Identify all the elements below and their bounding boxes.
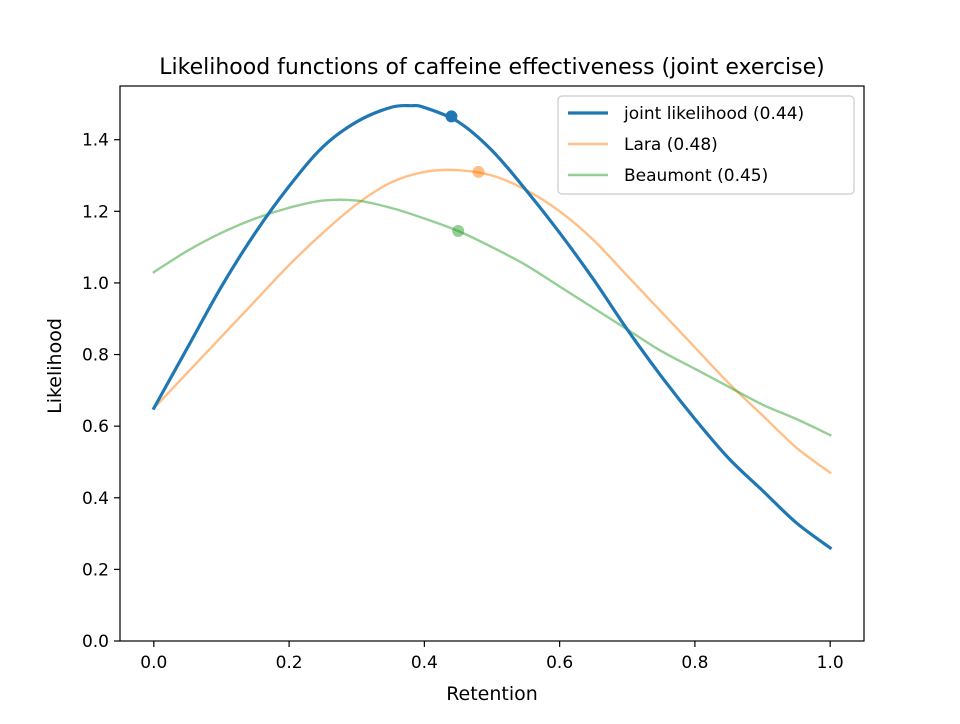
y-tick-label: 1.2 [82, 202, 109, 222]
plot-area [151, 103, 833, 551]
y-axis-label: Likelihood [44, 318, 66, 414]
y-tick-label: 1.0 [82, 274, 109, 294]
x-tick-label: 0.6 [546, 653, 573, 673]
y-tick-label: 0.6 [82, 417, 109, 437]
legend-label: Beaumont (0.45) [624, 166, 768, 186]
y-tick-label: 0.4 [82, 489, 109, 509]
y-tick-label: 1.4 [82, 131, 109, 151]
chart-title: Likelihood functions of caffeine effecti… [159, 55, 825, 80]
y-tick-label: 0.2 [82, 560, 109, 580]
series-line-0 [151, 103, 833, 551]
series-line-1 [152, 168, 832, 475]
series-marker-2 [452, 225, 465, 238]
x-axis-label: Retention [446, 683, 538, 705]
x-tick-label: 0.8 [681, 653, 708, 673]
x-tick-label: 1.0 [817, 653, 844, 673]
legend: joint likelihood (0.44) Lara (0.48) Beaumo… [557, 95, 855, 195]
axes-frame [119, 85, 865, 642]
legend-label: joint likelihood (0.44) [623, 104, 804, 124]
y-tick-label: 0.0 [82, 632, 109, 652]
series-line-2 [152, 198, 832, 437]
series-marker-0 [445, 110, 458, 123]
y-tick-label: 0.8 [82, 346, 109, 366]
series-marker-1 [472, 165, 485, 178]
legend-label: Lara (0.48) [624, 135, 718, 155]
axes: 0.0 0.2 0.4 0.6 0.8 1.0 0.0 0.2 0.4 0.6 0.8 1.0 1.2 1… [82, 85, 865, 673]
x-tick-label: 0.0 [140, 653, 167, 673]
x-tick-label: 0.2 [276, 653, 303, 673]
legend-box [557, 95, 855, 195]
x-tick-label: 0.4 [411, 653, 438, 673]
